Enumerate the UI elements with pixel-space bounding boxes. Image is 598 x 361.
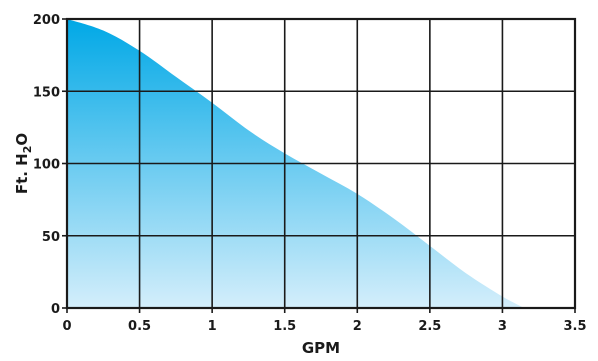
y-tick-label: 50	[42, 230, 60, 245]
x-tick-label: 3.5	[563, 319, 586, 334]
y-axis-title-subscript: 2	[21, 146, 34, 154]
x-axis-title: GPM	[302, 339, 340, 357]
x-tick-label: 3	[498, 319, 507, 334]
y-axis-title-prefix: Ft. H	[13, 153, 31, 194]
y-tick-label: 150	[33, 85, 60, 100]
y-axis-title-suffix: O	[13, 133, 31, 146]
x-tick-label: 1	[208, 319, 217, 334]
x-tick-label: 0	[62, 319, 71, 334]
y-axis-title: Ft. H2O	[13, 133, 34, 194]
y-tick-label: 200	[33, 13, 60, 28]
x-tick-label: 2.5	[418, 319, 441, 334]
x-tick-label: 2	[353, 319, 362, 334]
y-tick-label: 100	[33, 158, 60, 173]
x-tick-label: 1.5	[273, 319, 296, 334]
x-tick-label: 0.5	[128, 319, 151, 334]
y-tick-label: 0	[51, 302, 60, 317]
